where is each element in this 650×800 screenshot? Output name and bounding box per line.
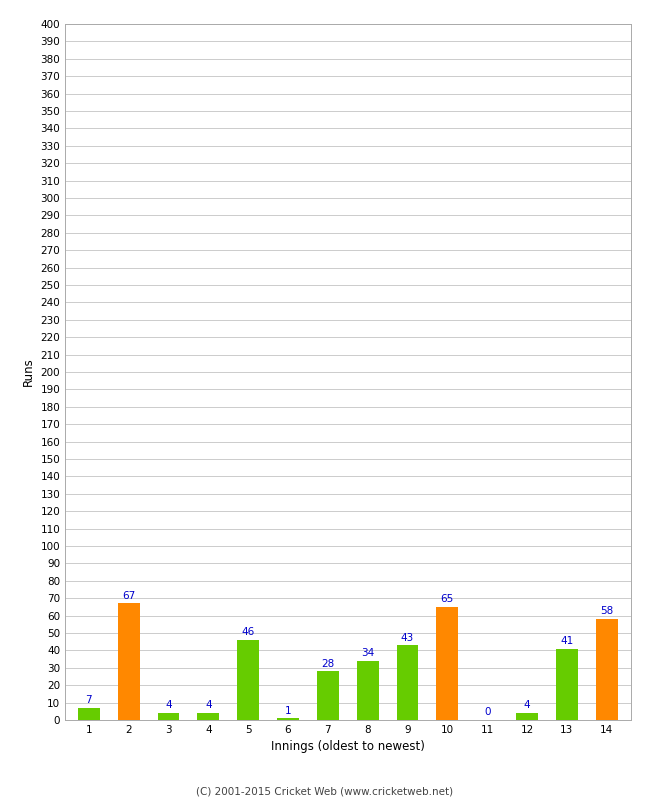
Bar [556, 649, 578, 720]
Text: 43: 43 [401, 633, 414, 642]
Bar [277, 718, 299, 720]
Text: 4: 4 [205, 701, 212, 710]
Text: 4: 4 [165, 701, 172, 710]
Text: 7: 7 [86, 695, 92, 706]
Bar [198, 713, 219, 720]
Text: 0: 0 [484, 707, 490, 718]
Text: 4: 4 [524, 701, 530, 710]
Bar [118, 603, 140, 720]
Text: 58: 58 [600, 606, 613, 617]
Bar [157, 713, 179, 720]
Text: (C) 2001-2015 Cricket Web (www.cricketweb.net): (C) 2001-2015 Cricket Web (www.cricketwe… [196, 786, 454, 796]
Bar [357, 661, 378, 720]
Text: 34: 34 [361, 648, 374, 658]
Bar [237, 640, 259, 720]
Bar [396, 645, 419, 720]
X-axis label: Innings (oldest to newest): Innings (oldest to newest) [271, 741, 424, 754]
Y-axis label: Runs: Runs [22, 358, 35, 386]
Bar [516, 713, 538, 720]
Text: 67: 67 [122, 591, 135, 601]
Bar [78, 708, 100, 720]
Text: 28: 28 [321, 658, 335, 669]
Bar [436, 607, 458, 720]
Text: 46: 46 [242, 627, 255, 638]
Text: 41: 41 [560, 636, 573, 646]
Text: 1: 1 [285, 706, 291, 716]
Bar [317, 671, 339, 720]
Text: 65: 65 [441, 594, 454, 604]
Bar [595, 619, 617, 720]
